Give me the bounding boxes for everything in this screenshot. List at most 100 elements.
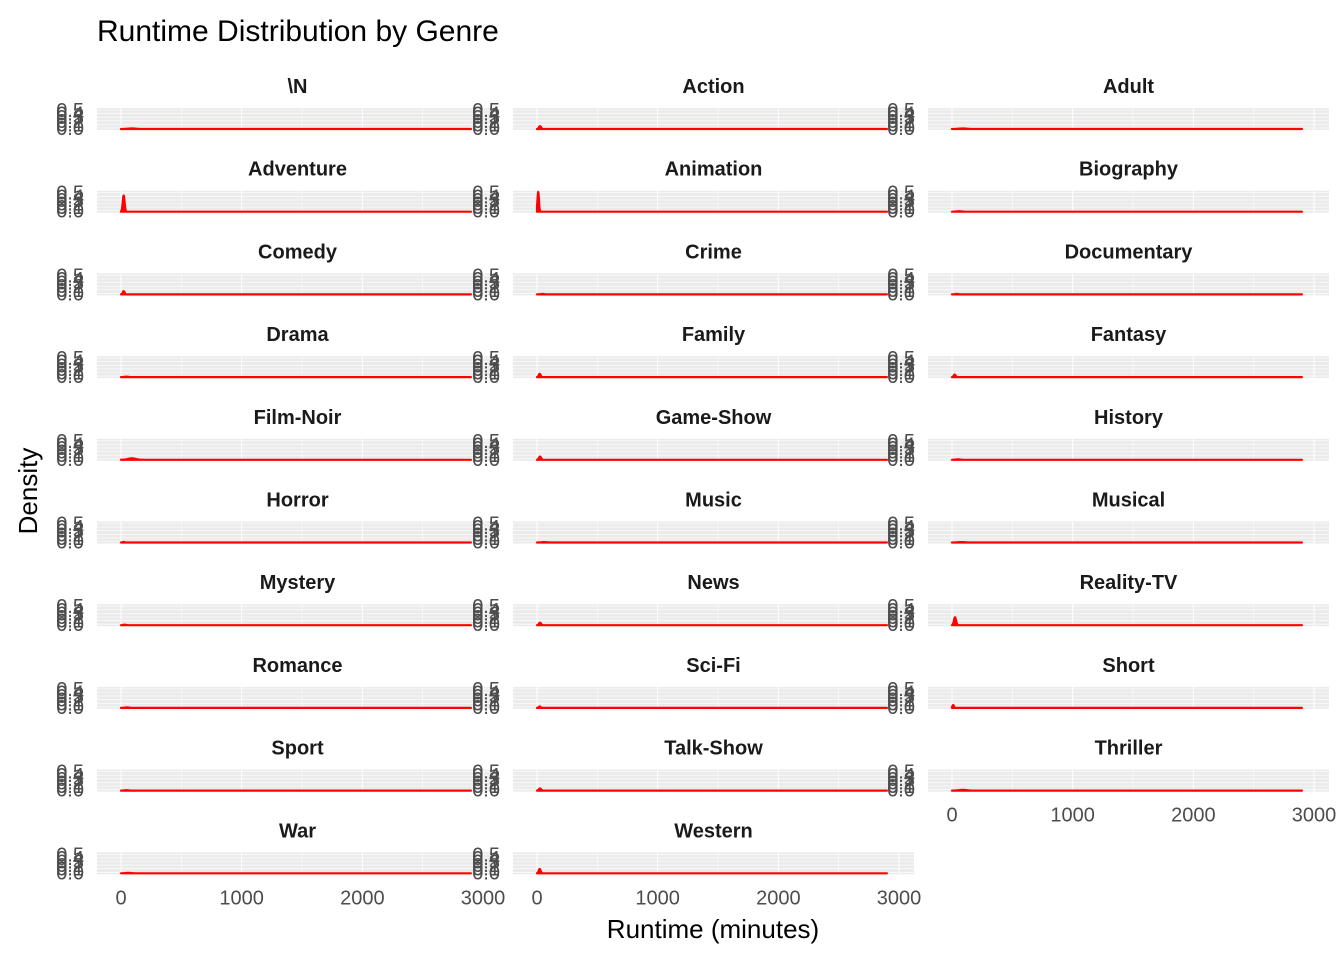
- facet-panel: \N0.00.10.20.30.40.5: [56, 76, 498, 140]
- y-tick-label: 0.3: [472, 273, 500, 295]
- y-tick-label: 0.0: [887, 201, 915, 223]
- y-tick-label: 0.1: [887, 197, 915, 219]
- y-tick-label: 0.3: [472, 521, 500, 543]
- y-tick-label: 0.1: [472, 528, 500, 550]
- y-tick-label: 0.1: [56, 280, 84, 302]
- y-tick-label: 0.0: [472, 283, 500, 305]
- y-tick-label: 0.5: [887, 265, 915, 287]
- y-tick-label: 0.0: [56, 449, 84, 471]
- panel-background: [928, 356, 1329, 379]
- panel-background: [97, 686, 498, 709]
- y-tick-label: 0.0: [56, 532, 84, 554]
- facet-panel: Sci-Fi0.00.10.20.30.40.5: [472, 655, 914, 719]
- panel-background: [513, 604, 914, 627]
- facet-strip-label: Drama: [266, 324, 329, 346]
- y-tick-label: 0.3: [472, 603, 500, 625]
- y-tick-label: 0.5: [472, 679, 500, 701]
- panel-background: [513, 108, 914, 130]
- x-tick-label: 2000: [756, 887, 801, 909]
- y-tick-label: 0.5: [887, 348, 915, 370]
- y-tick-label: 0.4: [56, 517, 84, 539]
- y-tick-label: 0.2: [56, 524, 84, 546]
- y-tick-label: 0.5: [472, 265, 500, 287]
- x-tick-label: 1000: [1050, 805, 1095, 827]
- y-tick-label: 0.3: [887, 107, 915, 129]
- facet-strip-label: Western: [674, 820, 753, 842]
- y-tick-label: 0.5: [56, 265, 84, 287]
- facet-panels: \N0.00.10.20.30.40.5Action0.00.10.20.30.…: [56, 76, 1336, 909]
- y-tick-label: 0.3: [887, 603, 915, 625]
- y-tick-label: 0.1: [472, 114, 500, 136]
- y-tick-label: 0.4: [887, 517, 915, 539]
- y-tick-label: 0.1: [472, 445, 500, 467]
- y-tick-label: 0.5: [887, 431, 915, 453]
- y-tick-label: 0.3: [887, 190, 915, 212]
- density-curve: [535, 787, 889, 792]
- facet-strip-label: \N: [288, 76, 308, 98]
- y-tick-label: 0.5: [472, 348, 500, 370]
- y-tick-label: 0.1: [472, 859, 500, 881]
- panel-background: [928, 438, 1329, 461]
- panel-background: [97, 604, 498, 627]
- y-tick-label: 0.2: [56, 690, 84, 712]
- y-tick-label: 0.1: [56, 363, 84, 385]
- panel-background: [97, 190, 498, 213]
- y-tick-label: 0.1: [56, 528, 84, 550]
- density-curve: [119, 194, 473, 213]
- y-tick-label: 0.2: [472, 194, 500, 216]
- y-tick-label: 0.2: [56, 276, 84, 298]
- y-tick-label: 0.0: [472, 697, 500, 719]
- facet-strip-label: Film-Noir: [254, 407, 342, 429]
- density-curve: [119, 540, 473, 544]
- y-tick-label: 0.3: [472, 769, 500, 791]
- x-tick-label: 0: [946, 805, 957, 827]
- x-tick-label: 0: [531, 887, 542, 909]
- y-tick-label: 0.5: [472, 596, 500, 618]
- facet-strip-label: War: [279, 820, 316, 842]
- y-tick-label: 0.0: [887, 697, 915, 719]
- y-tick-label: 0.3: [56, 769, 84, 791]
- y-tick-label: 0.3: [887, 355, 915, 377]
- y-tick-label: 0.2: [56, 194, 84, 216]
- y-tick-label: 0.4: [56, 269, 84, 291]
- y-tick-label: 0.5: [472, 514, 500, 536]
- y-tick-label: 0.4: [56, 848, 84, 870]
- y-tick-label: 0.3: [887, 686, 915, 708]
- y-tick-label: 0.2: [472, 607, 500, 629]
- panel-background: [928, 521, 1329, 544]
- density-curve: [535, 705, 889, 709]
- y-tick-label: 0.5: [887, 183, 915, 205]
- y-tick-label: 0.0: [472, 449, 500, 471]
- facet-strip-label: Animation: [665, 159, 763, 181]
- y-tick-label: 0.5: [472, 183, 500, 205]
- y-tick-label: 0.0: [472, 614, 500, 636]
- y-tick-label: 0.1: [56, 859, 84, 881]
- facet-strip-label: Crime: [685, 241, 742, 263]
- y-tick-label: 0.2: [472, 524, 500, 546]
- y-tick-label: 0.3: [56, 438, 84, 460]
- panel-background: [97, 438, 498, 461]
- y-tick-label: 0.2: [56, 855, 84, 877]
- y-tick-label: 0.3: [56, 190, 84, 212]
- panel-background: [97, 356, 498, 379]
- y-tick-label: 0.5: [56, 348, 84, 370]
- y-tick-label: 0.0: [56, 118, 84, 140]
- y-tick-label: 0.1: [887, 114, 915, 136]
- y-tick-label: 0.3: [56, 852, 84, 874]
- y-tick-label: 0.5: [887, 679, 915, 701]
- y-tick-label: 0.0: [56, 697, 84, 719]
- y-tick-label: 0.2: [56, 111, 84, 133]
- y-tick-label: 0.1: [887, 363, 915, 385]
- facet-strip-label: Biography: [1079, 159, 1179, 181]
- y-tick-label: 0.4: [472, 765, 500, 787]
- facet-panel: Adult 0.00.10.20.30.40.5: [887, 76, 1329, 140]
- y-tick-label: 0.5: [887, 100, 915, 122]
- y-tick-label: 0.0: [887, 780, 915, 802]
- facet-strip-label: Talk-Show: [664, 738, 763, 760]
- density-curve: [119, 127, 473, 131]
